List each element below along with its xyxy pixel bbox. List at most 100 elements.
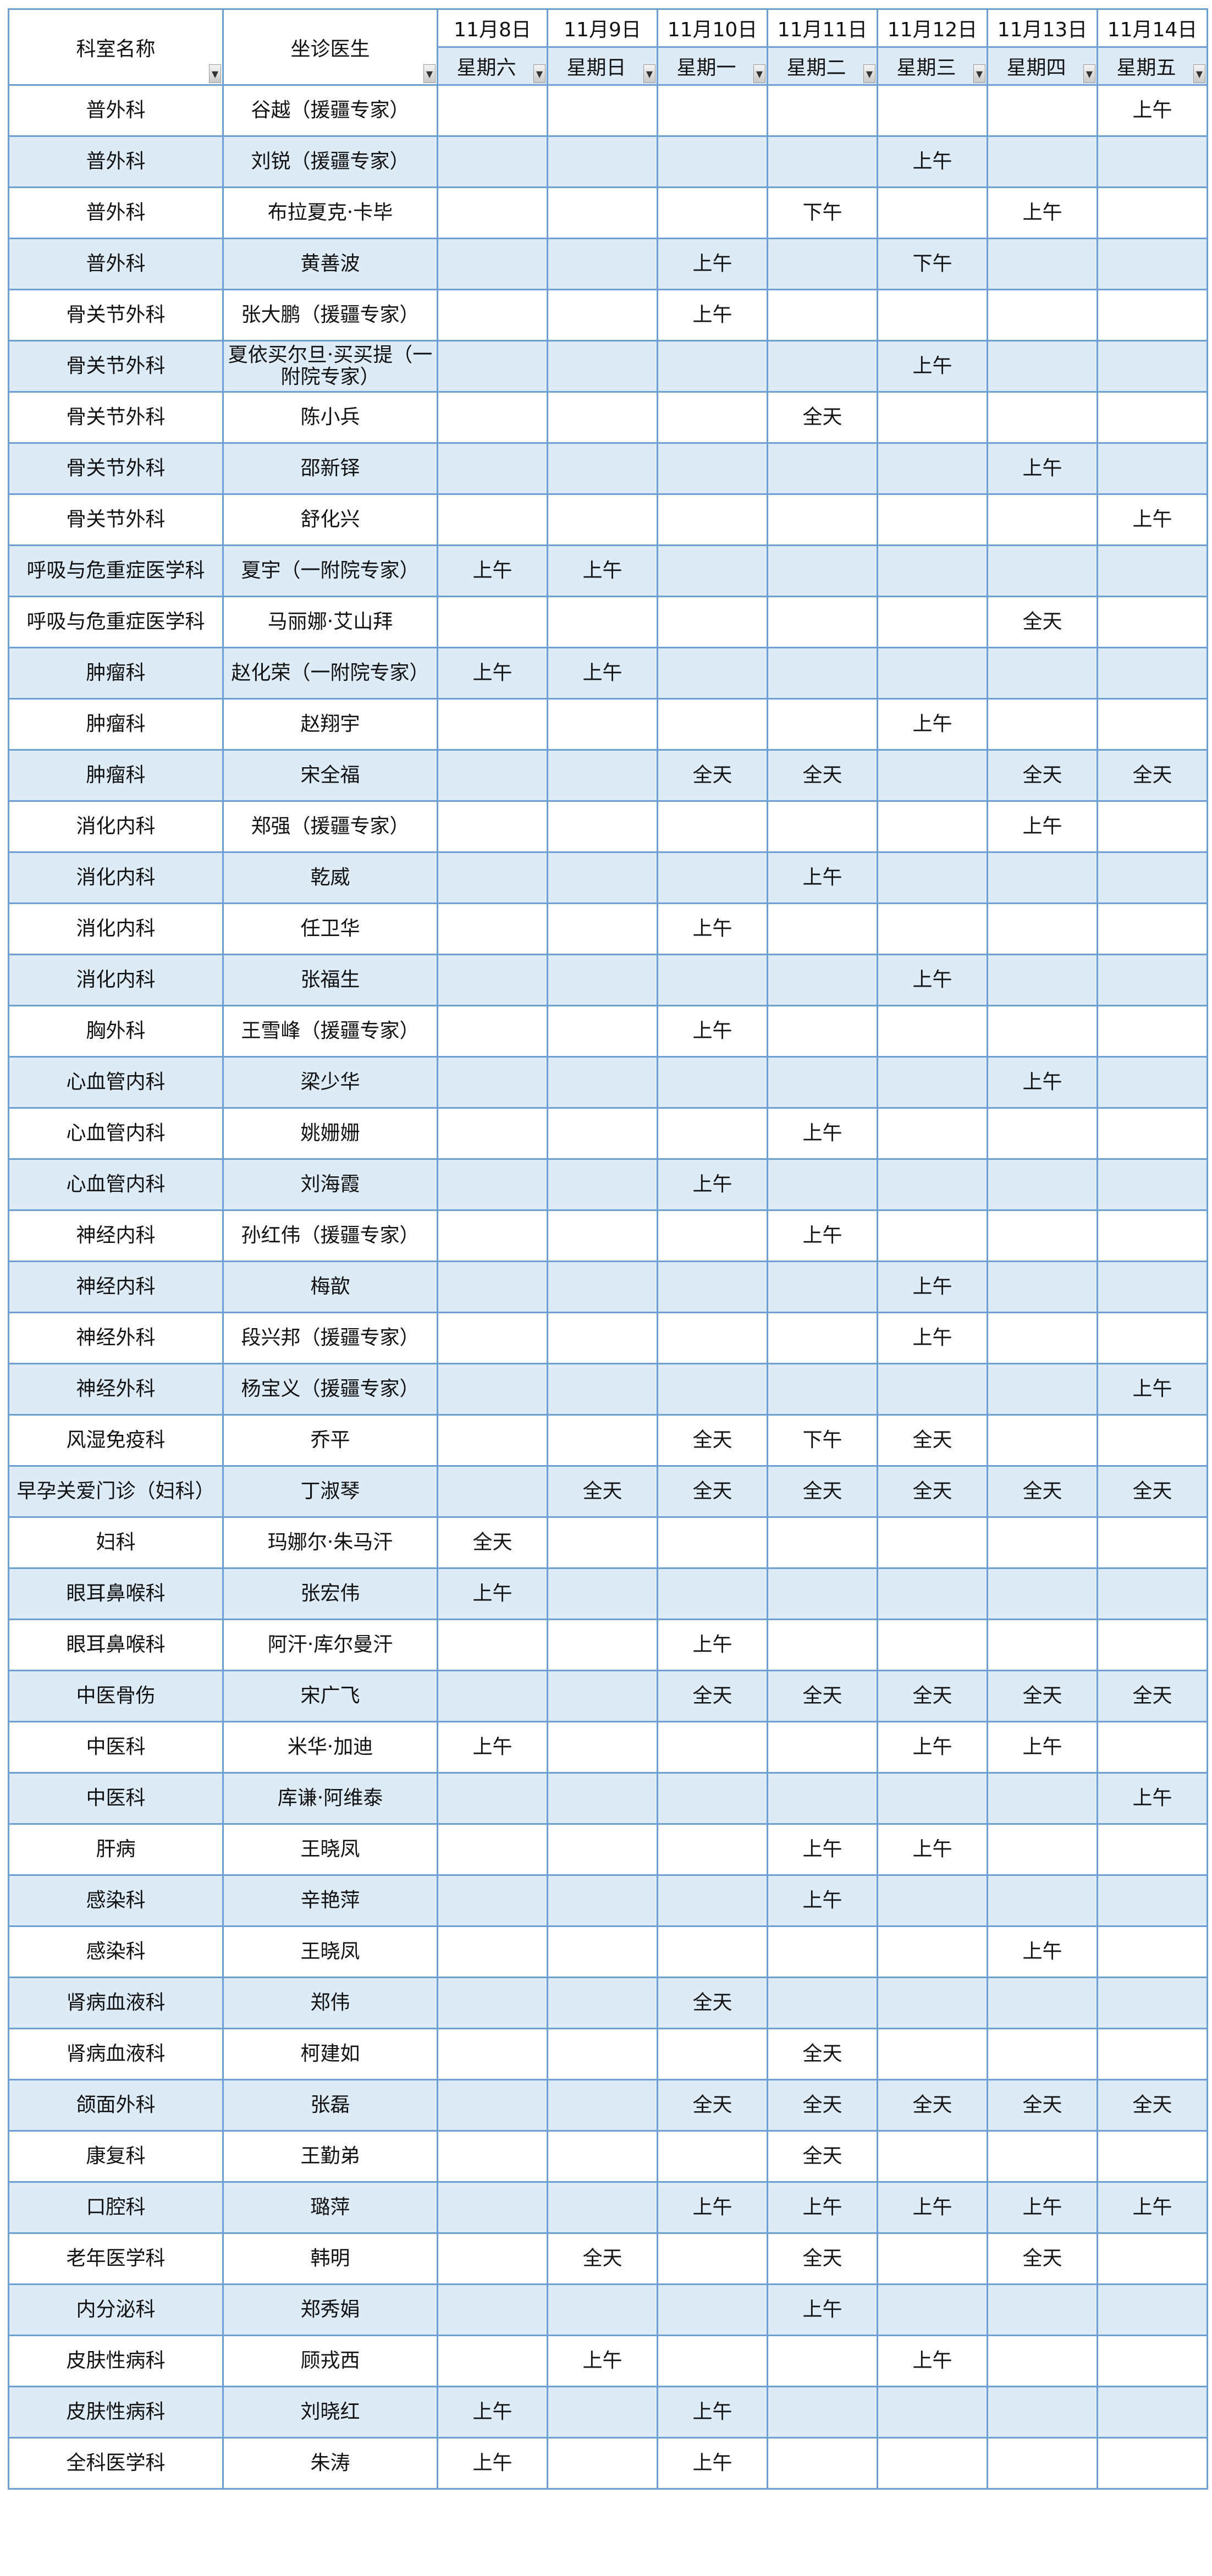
- table-row: 肿瘤科 宋全福 全天 全天 全天 全天: [8, 749, 1208, 802]
- schedule-cell: [1097, 1567, 1208, 1620]
- table-row: 妇科 玛娜尔·朱马汗 全天: [8, 1516, 1208, 1569]
- schedule-cell: [437, 1158, 548, 1211]
- schedule-cell: 全天: [877, 1465, 988, 1518]
- dropdown-arrow-icon[interactable]: ▼: [863, 64, 875, 83]
- schedule-cell: 上午: [437, 2386, 548, 2439]
- schedule-cell: [657, 698, 768, 751]
- schedule-cell: [987, 289, 1098, 342]
- doctor-cell: 任卫华: [222, 902, 438, 955]
- table-row: 康复科 王勤弟 全天: [8, 2130, 1208, 2183]
- table-row: 中医科 库谦·阿维泰 上午: [8, 1772, 1208, 1825]
- schedule-cell: [657, 1772, 768, 1825]
- schedule-cell: [877, 800, 988, 853]
- schedule-cell: [657, 2130, 768, 2183]
- department-cell: 神经内科: [8, 1209, 224, 1262]
- schedule-cell: [1097, 1107, 1208, 1160]
- department-cell: 骨关节外科: [8, 391, 224, 444]
- schedule-cell: 上午: [987, 186, 1098, 239]
- dropdown-arrow-icon[interactable]: ▼: [973, 64, 985, 83]
- schedule-cell: [877, 186, 988, 239]
- header-date: 11月12日: [877, 8, 988, 48]
- schedule-cell: [877, 1107, 988, 1160]
- schedule-cell: 全天: [767, 1465, 878, 1518]
- schedule-cell: 上午: [657, 2181, 768, 2234]
- schedule-cell: [1097, 238, 1208, 290]
- schedule-cell: 全天: [767, 2028, 878, 2080]
- doctor-cell: 段兴邦（援疆专家）: [222, 1312, 438, 1364]
- table-row: 肿瘤科 赵化荣（一附院专家） 上午 上午: [8, 647, 1208, 700]
- schedule-cell: [877, 2386, 988, 2439]
- schedule-cell: [657, 800, 768, 853]
- header-department: 科室名称 ▼: [8, 8, 224, 86]
- schedule-cell: [987, 1874, 1098, 1927]
- doctor-cell: 马丽娜·艾山拜: [222, 596, 438, 648]
- schedule-cell: [767, 1619, 878, 1671]
- weekday-label: 星期二: [786, 57, 846, 79]
- doctor-cell: 姚姗姗: [222, 1107, 438, 1160]
- doctor-cell: 舒化兴: [222, 493, 438, 546]
- dropdown-arrow-icon[interactable]: ▼: [1193, 64, 1205, 83]
- doctor-cell: 王晓凤: [222, 1925, 438, 1978]
- table-row: 肾病血液科 郑伟 全天: [8, 1977, 1208, 2029]
- table-row: 骨关节外科 陈小兵 全天: [8, 391, 1208, 444]
- schedule-cell: [987, 1516, 1098, 1569]
- schedule-cell: 全天: [987, 1465, 1098, 1518]
- schedule-cell: [437, 954, 548, 1006]
- doctor-cell: 夏依买尔旦·买买提（一附院专家）: [222, 340, 438, 393]
- schedule-cell: 上午: [657, 238, 768, 290]
- schedule-cell: [437, 2181, 548, 2234]
- schedule-cell: 上午: [1097, 1363, 1208, 1416]
- schedule-cell: [437, 2079, 548, 2132]
- weekday-label: 星期五: [1116, 57, 1176, 79]
- schedule-cell: [437, 84, 548, 137]
- schedule-cell: 全天: [987, 596, 1098, 648]
- table-row: 消化内科 乾威 上午: [8, 851, 1208, 904]
- schedule-cell: 上午: [1097, 493, 1208, 546]
- doctor-cell: 米华·加迪: [222, 1721, 438, 1774]
- schedule-cell: [547, 391, 658, 444]
- schedule-cell: [437, 1619, 548, 1671]
- schedule-cell: [437, 289, 548, 342]
- schedule-cell: [437, 1874, 548, 1927]
- doctor-cell: 柯建如: [222, 2028, 438, 2080]
- schedule-cell: [767, 596, 878, 648]
- schedule-cell: [767, 2335, 878, 2387]
- dropdown-arrow-icon[interactable]: ▼: [643, 64, 655, 83]
- doctor-cell: 乾威: [222, 851, 438, 904]
- doctor-cell: 宋广飞: [222, 1670, 438, 1722]
- weekday-label: 星期四: [1006, 57, 1066, 79]
- schedule-cell: [987, 902, 1098, 955]
- schedule-cell: [1097, 647, 1208, 700]
- department-cell: 早孕关爱门诊（妇科）: [8, 1465, 224, 1518]
- doctor-cell: 梁少华: [222, 1056, 438, 1109]
- schedule-cell: 上午: [877, 2181, 988, 2234]
- header-date: 11月14日: [1097, 8, 1208, 48]
- schedule-cell: [1097, 1005, 1208, 1058]
- schedule-cell: [437, 902, 548, 955]
- schedule-cell: [987, 2386, 1098, 2439]
- dropdown-arrow-icon[interactable]: ▼: [753, 64, 765, 83]
- schedule-cell: 全天: [657, 1465, 768, 1518]
- dropdown-arrow-icon[interactable]: ▼: [533, 64, 546, 83]
- dropdown-arrow-icon[interactable]: ▼: [1083, 64, 1095, 83]
- dropdown-arrow-icon[interactable]: ▼: [423, 64, 436, 83]
- doctor-cell: 库谦·阿维泰: [222, 1772, 438, 1825]
- schedule-cell: 上午: [547, 647, 658, 700]
- schedule-cell: [547, 1107, 658, 1160]
- schedule-cell: [547, 1567, 658, 1620]
- schedule-cell: [877, 2437, 988, 2490]
- department-cell: 普外科: [8, 238, 224, 290]
- schedule-cell: [877, 1158, 988, 1211]
- schedule-cell: 全天: [987, 1670, 1098, 1722]
- department-cell: 皮肤性病科: [8, 2335, 224, 2387]
- schedule-cell: [547, 1363, 658, 1416]
- header-date: 11月9日: [547, 8, 658, 48]
- department-cell: 消化内科: [8, 851, 224, 904]
- dropdown-arrow-icon[interactable]: ▼: [209, 64, 221, 83]
- schedule-cell: 下午: [767, 186, 878, 239]
- schedule-cell: [437, 391, 548, 444]
- schedule-cell: [657, 544, 768, 597]
- table-row: 心血管内科 姚姗姗 上午: [8, 1107, 1208, 1160]
- doctor-cell: 王雪峰（援疆专家）: [222, 1005, 438, 1058]
- schedule-cell: [767, 800, 878, 853]
